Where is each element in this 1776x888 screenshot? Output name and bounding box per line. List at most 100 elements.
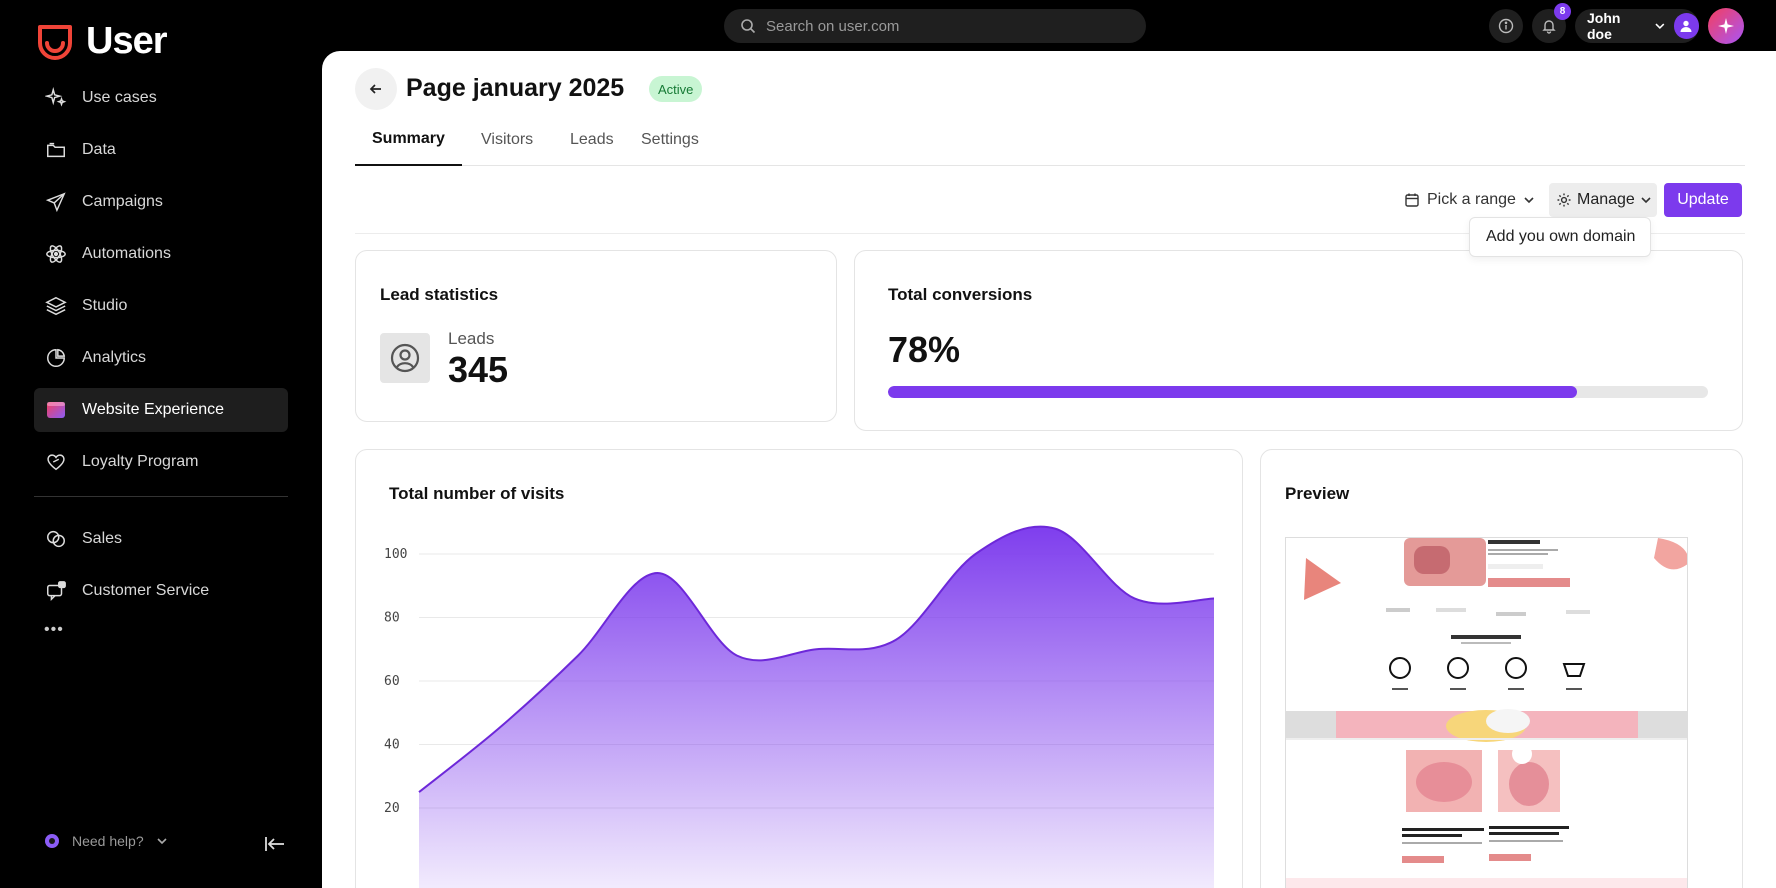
tab-settings[interactable]: Settings (641, 131, 699, 148)
preview-image (1286, 538, 1687, 888)
visits-chart-card: Total number of visits 20 40 60 80 100 (355, 449, 1243, 888)
sparkles-icon (44, 86, 68, 110)
tab-leads[interactable]: Leads (570, 131, 614, 148)
sidebar-item-label: Automations (82, 245, 171, 262)
lead-statistics-card: Lead statistics Leads 345 (355, 250, 837, 422)
sidebar-item-campaigns[interactable]: Campaigns (34, 180, 288, 224)
series-line (418, 525, 1215, 793)
help-menu[interactable]: Need help? (44, 833, 168, 849)
sidebar-item-label: Customer Service (82, 582, 210, 599)
sidebar-item-website-experience[interactable]: Website Experience (34, 388, 288, 432)
sidebar-item-sales[interactable]: Sales (34, 517, 288, 561)
bell-icon (1542, 20, 1556, 34)
visits-area-chart: 20 40 60 80 100 (384, 525, 1215, 888)
heart-icon (44, 450, 68, 474)
search-placeholder: Search on user.com (766, 17, 900, 35)
total-conversions-card: Total conversions 78% (854, 250, 1743, 431)
sidebar-nav: Use cases Data Campaigns Automations Stu… (34, 76, 288, 649)
conversions-value: 78% (888, 329, 961, 370)
chevron-down-icon (1641, 197, 1651, 204)
folder-icon (44, 138, 68, 162)
calendar-icon (1405, 193, 1419, 207)
date-range-picker[interactable]: Pick a range (1404, 183, 1535, 217)
y-tick-label: 40 (384, 738, 400, 753)
logo[interactable]: User (34, 20, 167, 63)
manage-button[interactable]: Manage (1549, 183, 1657, 217)
conversions-progress-bar (888, 386, 1708, 398)
arrow-left-icon (369, 84, 381, 94)
y-tick-label: 60 (384, 674, 400, 689)
coins-icon (44, 527, 68, 551)
gear-icon (1557, 193, 1571, 207)
sidebar-item-label: Website Experience (82, 401, 224, 418)
avatar (1673, 13, 1699, 39)
sidebar-item-label: Campaigns (82, 193, 163, 210)
logo-text: User (86, 20, 167, 62)
main-panel: Page january 2025 Active Summary Visitor… (322, 51, 1776, 888)
preview-card: Preview (1260, 449, 1743, 888)
page-preview-thumbnail[interactable] (1285, 537, 1688, 888)
card-title: Preview (1285, 484, 1350, 503)
collapse-sidebar-icon[interactable] (264, 833, 286, 860)
update-button[interactable]: Update (1664, 183, 1742, 217)
pie-chart-icon (44, 346, 68, 370)
user-name: John doe (1587, 10, 1621, 42)
y-tick-label: 80 (384, 611, 400, 626)
sidebar-item-label: Studio (82, 297, 128, 314)
sidebar: User Use cases Data Campaigns Automation… (0, 0, 322, 888)
search-input[interactable]: Search on user.com (724, 9, 1146, 43)
sidebar-item-data[interactable]: Data (34, 128, 288, 172)
divider (355, 233, 1745, 234)
sidebar-item-label: Use cases (82, 89, 157, 106)
conversions-progress-fill (888, 386, 1577, 398)
user-menu-button[interactable]: John doe (1575, 9, 1699, 43)
sidebar-item-use-cases[interactable]: Use cases (34, 76, 288, 120)
manage-label: Manage (1577, 191, 1635, 208)
info-icon (1498, 18, 1514, 34)
sidebar-item-label: Sales (82, 530, 123, 547)
sidebar-item-studio[interactable]: Studio (34, 284, 288, 328)
user-circle-icon (380, 333, 430, 383)
help-logo-icon (45, 834, 59, 848)
tab-summary[interactable]: Summary (355, 114, 462, 166)
search-icon (741, 19, 756, 34)
area-fill (419, 526, 1214, 888)
sidebar-item-label: Loyalty Program (82, 453, 199, 470)
leads-label: Leads (448, 329, 495, 348)
chevron-down-icon (157, 838, 167, 845)
ai-assistant-button[interactable] (1708, 8, 1744, 44)
chevron-down-icon (1655, 23, 1665, 30)
card-title: Lead statistics (380, 285, 499, 304)
logo-mark-icon (38, 24, 72, 60)
status-badge: Active (649, 76, 703, 102)
sidebar-item-label: Data (82, 141, 116, 158)
card-title: Total conversions (888, 285, 1033, 304)
paper-plane-icon (44, 190, 68, 214)
sidebar-divider (34, 496, 288, 497)
help-label: Need help? (72, 833, 144, 849)
notifications-badge: 8 (1554, 3, 1571, 20)
tab-bar: Summary Visitors Leads Settings (355, 114, 1745, 166)
range-label: Pick a range (1427, 191, 1516, 208)
layers-icon (44, 294, 68, 318)
manage-dropdown-menu: Add you own domain (1469, 217, 1651, 257)
sidebar-item-analytics[interactable]: Analytics (34, 336, 288, 380)
y-tick-label: 100 (384, 547, 407, 562)
chat-icon (44, 579, 68, 603)
atom-icon (44, 242, 68, 266)
y-tick-label: 20 (384, 801, 400, 816)
sidebar-more-button[interactable]: ••• (44, 621, 64, 638)
sparkle-icon (1718, 18, 1734, 34)
chevron-down-icon (1524, 197, 1534, 204)
sidebar-item-automations[interactable]: Automations (34, 232, 288, 276)
page-title: Page january 2025 (406, 74, 625, 102)
back-button[interactable] (355, 68, 397, 110)
user-icon (1680, 20, 1692, 32)
info-button[interactable] (1489, 9, 1523, 43)
menu-item-add-domain[interactable]: Add you own domain (1486, 228, 1636, 245)
sidebar-item-customer-service[interactable]: Customer Service (34, 569, 288, 613)
sidebar-item-loyalty-program[interactable]: Loyalty Program (34, 440, 288, 484)
card-title: Total number of visits (389, 484, 565, 503)
tab-visitors[interactable]: Visitors (481, 131, 534, 148)
website-icon (44, 398, 68, 422)
